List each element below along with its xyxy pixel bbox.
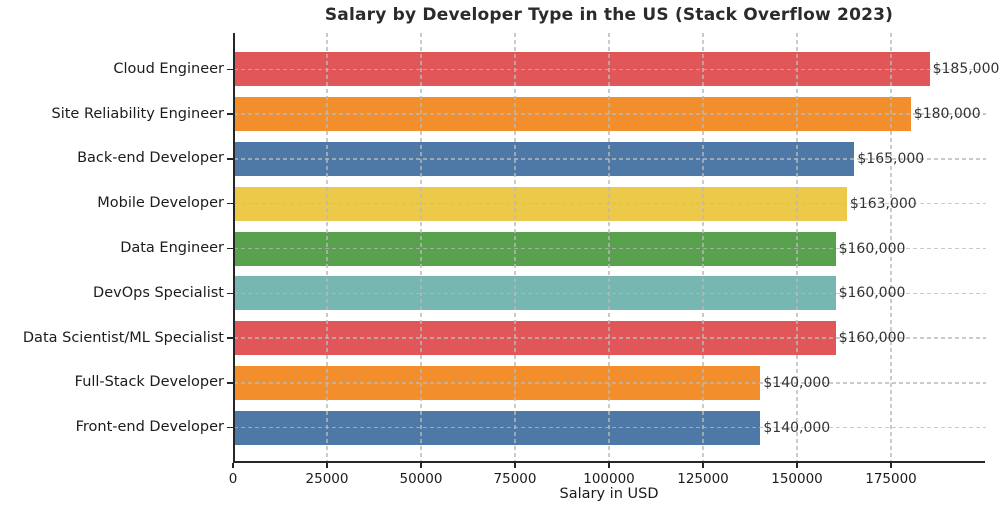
gridline-vertical xyxy=(420,33,422,461)
bar-value-label: $163,000 xyxy=(849,195,917,212)
gridline-horizontal xyxy=(234,68,986,71)
gridline-horizontal xyxy=(234,337,986,339)
bar-value-label: $160,000 xyxy=(838,240,906,257)
gridline-horizontal xyxy=(234,426,986,429)
x-tick-label: 25000 xyxy=(305,471,349,487)
gridline-horizontal xyxy=(234,113,986,115)
y-tick-label: Mobile Developer xyxy=(97,195,224,212)
gridline-vertical xyxy=(608,33,610,461)
bar-value-label: $185,000 xyxy=(932,61,1000,78)
gridline-vertical xyxy=(326,33,328,461)
x-tick-mark xyxy=(420,463,422,468)
bar-value-label: $140,000 xyxy=(763,374,831,391)
y-tick-label: Data Scientist/ML Specialist xyxy=(22,329,224,346)
x-tick-label: 175000 xyxy=(865,471,917,487)
y-axis-spine xyxy=(233,33,235,463)
x-tick-label: 75000 xyxy=(493,471,537,487)
x-tick-mark xyxy=(890,463,892,468)
x-axis-spine xyxy=(233,461,985,463)
x-tick-label: 125000 xyxy=(677,471,729,487)
bar-value-label: $140,000 xyxy=(763,419,831,436)
x-tick-mark xyxy=(796,463,798,468)
y-tick-label: Back-end Developer xyxy=(77,150,224,167)
y-tick-label: DevOps Specialist xyxy=(93,284,224,301)
x-axis-label: Salary in USD xyxy=(559,486,659,502)
y-tick-mark xyxy=(227,113,233,115)
y-tick-mark xyxy=(227,202,233,205)
x-tick-mark xyxy=(608,463,610,468)
gridline-horizontal xyxy=(234,382,986,384)
gridline-vertical xyxy=(514,33,516,461)
y-tick-mark xyxy=(227,247,233,250)
gridline-vertical xyxy=(702,33,704,461)
y-tick-label: Site Reliability Engineer xyxy=(51,105,224,122)
y-tick-label: Data Engineer xyxy=(120,240,224,256)
plot-area: Cloud Engineer $185,000 Site Reliability E… xyxy=(23,33,999,487)
x-tick-mark xyxy=(326,463,328,468)
chart-title: Salary by Developer Type in the US (Stac… xyxy=(324,5,894,25)
y-tick-mark xyxy=(227,382,233,384)
bar-value-label: $180,000 xyxy=(913,106,981,123)
x-tick-mark xyxy=(514,463,516,468)
x-tick-mark xyxy=(232,463,234,468)
y-tick-mark xyxy=(227,426,233,429)
gridline-vertical xyxy=(890,33,892,461)
x-tick-mark xyxy=(702,463,704,468)
y-tick-mark xyxy=(227,68,233,71)
y-tick-mark xyxy=(227,292,233,295)
x-tick-label: 0 xyxy=(228,471,238,487)
y-tick-mark xyxy=(227,337,233,339)
gridline-horizontal xyxy=(234,292,986,295)
bar-value-label: $160,000 xyxy=(838,330,906,347)
gridline-horizontal xyxy=(234,247,986,250)
gridline-vertical xyxy=(796,33,798,461)
bar-value-label: $165,000 xyxy=(857,150,925,167)
y-tick-label: Cloud Engineer xyxy=(113,60,224,77)
x-tick-label: 150000 xyxy=(771,471,823,487)
gridline-horizontal xyxy=(234,202,986,205)
y-tick-label: Front-end Developer xyxy=(75,419,224,436)
x-tick-label: 50000 xyxy=(399,471,443,487)
y-tick-mark xyxy=(227,158,233,160)
gridline-horizontal xyxy=(234,158,986,160)
y-tick-label: Full-Stack Developer xyxy=(74,374,224,391)
bar-value-label: $160,000 xyxy=(838,285,906,302)
x-tick-label: 100000 xyxy=(583,471,635,487)
